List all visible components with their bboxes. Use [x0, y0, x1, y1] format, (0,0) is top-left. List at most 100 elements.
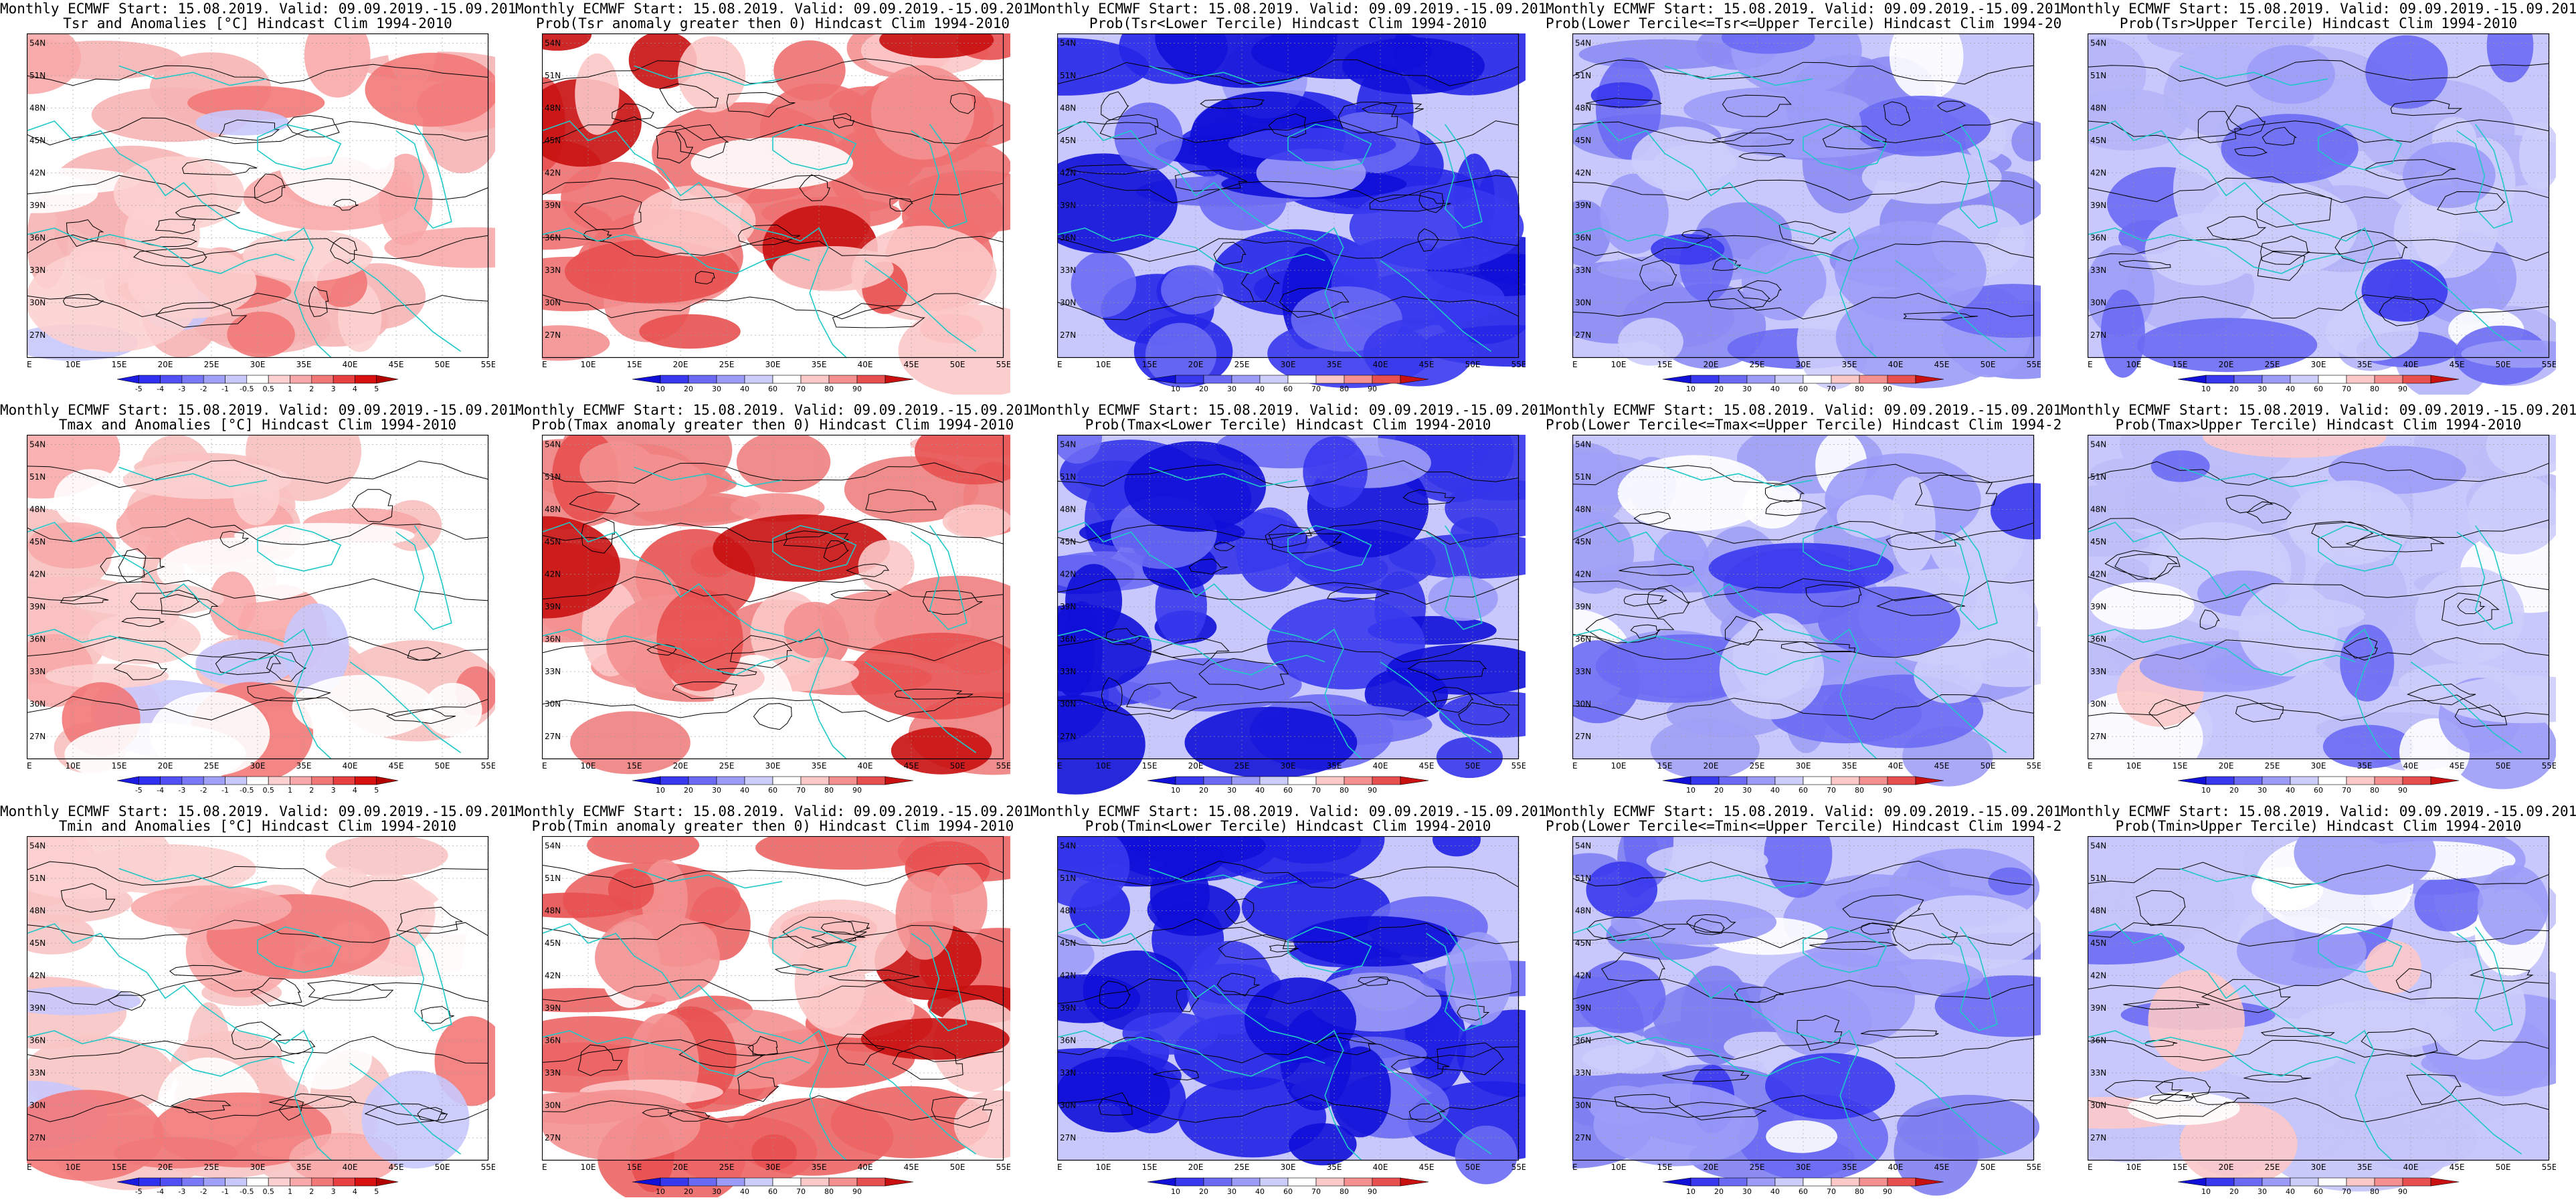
field-patch [1576, 960, 1666, 1033]
isoline [1057, 1094, 1520, 1123]
coastline [1287, 123, 1372, 171]
contour-line [1437, 1042, 1505, 1076]
lon-tick-label: 25E [2265, 360, 2280, 369]
field-patch [1145, 322, 1216, 387]
lon-tick-label: 40E [1373, 360, 1388, 369]
contour-line [121, 617, 165, 627]
map-frame [542, 33, 1004, 359]
contour-line [747, 1035, 778, 1057]
field-patch [54, 469, 128, 528]
colorbar-swatch [716, 1177, 745, 1187]
lon-tick-label: 45E [904, 761, 919, 771]
colorbar-swatch [716, 776, 745, 785]
colorbar-swatch [181, 776, 204, 785]
colorbar-label: 20 [1199, 786, 1208, 795]
contour-line [330, 237, 357, 264]
colorbar-label: -2 [200, 786, 207, 795]
colorbar-swatch [2205, 776, 2235, 785]
lon-tick-label: 20E [158, 761, 173, 771]
field-patch [1765, 1053, 1896, 1120]
coastline [634, 65, 782, 86]
contour-line [695, 271, 715, 284]
contour-line [308, 286, 329, 318]
colorbar-label: 90 [1883, 786, 1892, 795]
panel-title-line2: Prob(Tmax<Lower Tercile) Hindcast Clim 1… [1085, 417, 1491, 433]
coastline [1572, 1030, 1841, 1077]
map-svg: 54N 51N 48N 45N 42N 39N 36N 33N 30N 27N 5E 10E 15E 20… [542, 33, 1010, 395]
isoline [2088, 694, 2550, 721]
lat-tick-label: 33N [545, 667, 561, 676]
contour-line [659, 83, 719, 113]
lon-tick-label: 50E [435, 1163, 450, 1172]
lat-tick-label: 45N [2090, 938, 2106, 948]
field-patch [2150, 450, 2210, 482]
contour-line [1724, 615, 1764, 646]
colorbar-swatch [1690, 776, 1720, 785]
colorbar-swatch [246, 375, 269, 384]
lat-tick-label: 54N [1060, 841, 1076, 851]
colorbar-label: 40 [2286, 1187, 2295, 1196]
lat-tick-label: 48N [1060, 505, 1076, 514]
colorbar-swatch [246, 1177, 269, 1187]
field-patch [1988, 867, 2032, 896]
lat-tick-label: 51N [1575, 71, 1591, 80]
colorbar-swatch [1774, 1177, 1804, 1187]
contour-line [1125, 682, 1198, 712]
isoline [2088, 576, 2550, 603]
panel-title-line1: Monthly ECMWF Start: 15.08.2019. Valid: … [1030, 1, 1546, 17]
contour-line [1417, 228, 1439, 252]
contour-line [275, 1039, 316, 1054]
contour-line [1176, 988, 1200, 1013]
lon-tick-label: 10E [1096, 1163, 1111, 1172]
contour-line [1614, 1094, 1678, 1110]
field-patch [1586, 862, 1658, 918]
colorbar-swatch [2402, 375, 2431, 384]
field-patch [195, 109, 290, 136]
colorbar-label: 20 [1714, 1187, 1724, 1196]
panel-title-line2: Prob(Tmin>Upper Tercile) Hindcast Clim 1… [2115, 818, 2522, 834]
contour-line [1457, 1004, 1490, 1021]
colorbar-swatch [660, 776, 689, 785]
colorbar-label: 0.5 [262, 385, 274, 393]
contour-line [678, 1039, 766, 1068]
lat-tick-label: 30N [2090, 1101, 2106, 1110]
colorbar-label: 60 [2314, 385, 2323, 393]
coastline [1426, 525, 1483, 630]
lat-tick-label: 33N [1060, 266, 1076, 275]
contour-line [266, 651, 307, 682]
panel-title-line2: Prob(Tmax anomaly greater then 0) Hindca… [531, 417, 1014, 433]
map-frame [27, 836, 489, 1161]
contour-line [155, 302, 248, 328]
isoline [1057, 1035, 1520, 1064]
coastline [1941, 525, 1998, 630]
lat-tick-label: 45N [1575, 938, 1591, 948]
coastline [2456, 525, 2513, 630]
field-patch [1890, 476, 1936, 573]
lon-tick-label: 50E [950, 1163, 965, 1172]
isoline [542, 635, 1004, 664]
lat-tick-label: 36N [545, 1036, 561, 1045]
colorbar-label: 60 [1283, 1187, 1293, 1196]
map-panel: Monthly ECMWF Start: 15.08.2019. Valid: … [515, 0, 1030, 401]
colorbar-swatch [2346, 375, 2375, 384]
field-patch [2179, 1102, 2298, 1187]
colorbar-label: -0.5 [240, 1187, 254, 1196]
contour-line [100, 555, 165, 577]
field-patch [2203, 435, 2387, 458]
field-patch [2294, 836, 2436, 895]
field-patch [1184, 706, 1358, 779]
contour-line [1099, 981, 1131, 1009]
contour-line [1623, 593, 1667, 607]
colorbar-arrow [2430, 1177, 2460, 1187]
colorbar-swatch [1718, 776, 1748, 785]
contour-line [1585, 98, 1662, 108]
panel-title-line2: Prob(Lower Tercile<=Tmin<=Upper Tercile)… [1546, 818, 2061, 834]
lat-tick-label: 42N [1575, 971, 1591, 981]
coastline [1941, 926, 1998, 1031]
lon-tick-label: 25E [204, 360, 219, 369]
lat-tick-label: 54N [1060, 39, 1076, 48]
map-panel: Monthly ECMWF Start: 15.08.2019. Valid: … [1546, 401, 2061, 803]
panel-title-line1: Monthly ECMWF Start: 15.08.2019. Valid: … [1546, 402, 2061, 418]
contour-line [737, 224, 801, 246]
field-patch [1646, 843, 1768, 878]
